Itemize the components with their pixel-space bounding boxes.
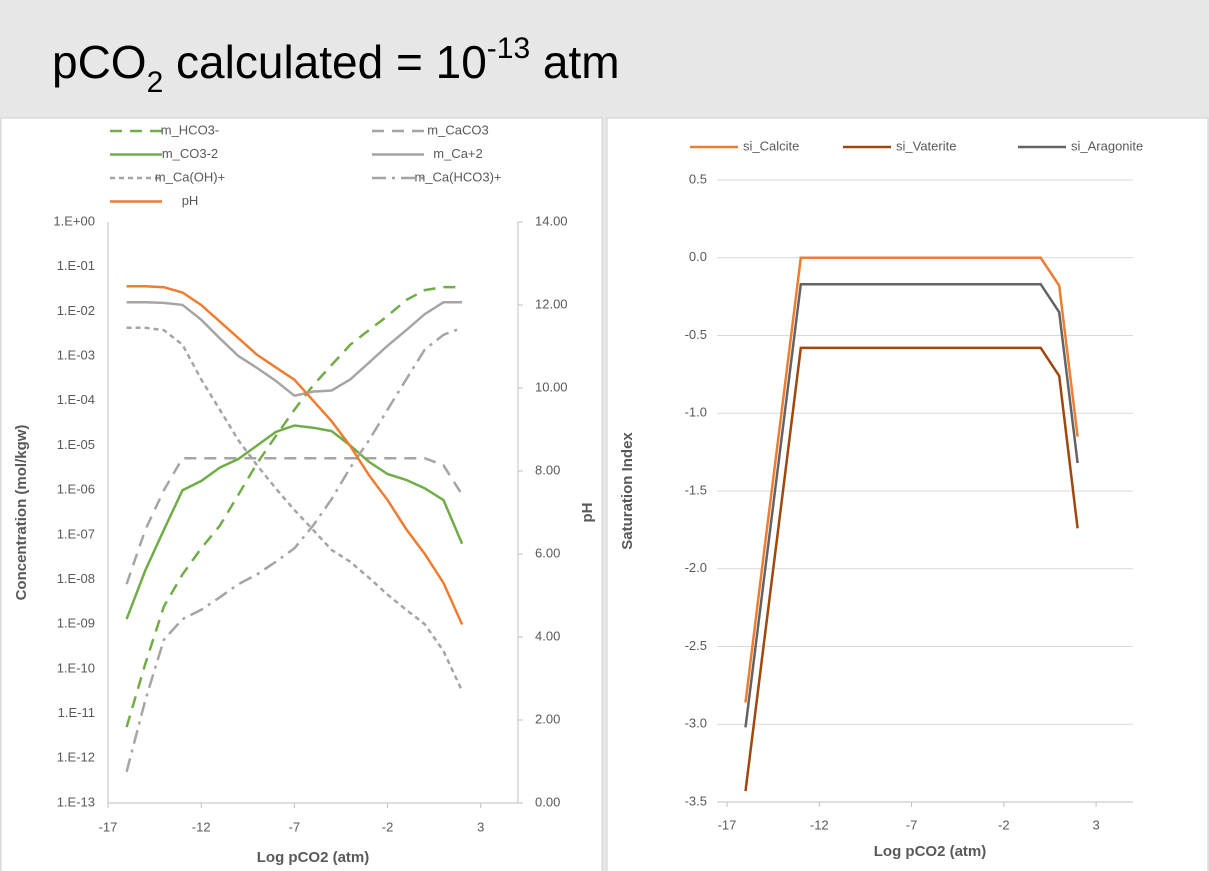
y-tick-label: 1.E-03 <box>57 348 95 363</box>
y-tick-label: 1.E-10 <box>57 660 95 675</box>
legend-label: pH <box>182 193 199 208</box>
title-part: calculated = 10 <box>163 36 487 88</box>
legend-label: m_Ca+2 <box>433 146 483 161</box>
series-line <box>744 282 1079 728</box>
legend-label: si_Calcite <box>743 138 799 153</box>
y2-tick-label: 0.00 <box>535 794 560 809</box>
x-axis-title: Log pCO2 (atm) <box>257 849 370 866</box>
left-panel <box>0 117 603 871</box>
y-tick-label: 1.E-13 <box>57 794 95 809</box>
y-tick-label: 1.E-07 <box>57 526 95 541</box>
y-tick-label: 1.E-09 <box>57 616 95 631</box>
y-axis-title: Saturation Index <box>619 432 636 550</box>
x-tick-label: -2 <box>998 817 1010 832</box>
legend-label: m_HCO3- <box>161 122 220 137</box>
legend-label: si_Aragonite <box>1071 138 1143 153</box>
y-tick-label: 1.E-11 <box>58 705 95 720</box>
x-tick-label: -7 <box>289 819 301 834</box>
x-tick-label: -17 <box>99 819 118 834</box>
x-tick-label: -12 <box>192 819 211 834</box>
x-tick-label: -7 <box>906 817 918 832</box>
legend-label: m_CaCO3 <box>427 122 488 137</box>
series-line <box>126 285 464 626</box>
y-tick-label: 1.E-04 <box>57 392 95 407</box>
legend-label: m_Ca(OH)+ <box>155 169 225 184</box>
y-tick-label: 0.5 <box>689 171 707 186</box>
series-line <box>126 301 463 398</box>
series-line <box>125 285 463 728</box>
title-subscript: 2 <box>147 66 164 99</box>
y2-tick-label: 10.00 <box>535 379 568 394</box>
series-line <box>126 326 464 692</box>
y-tick-label: -3.0 <box>685 716 707 731</box>
y2-axis-title: pH <box>579 503 596 523</box>
y-tick-label: -2.0 <box>685 560 707 575</box>
y2-tick-label: 14.00 <box>535 213 568 228</box>
y-tick-label: -3.5 <box>685 793 707 808</box>
slide-title: pCO2 calculated = 10-13 atm <box>52 32 620 99</box>
series-line <box>125 424 464 620</box>
y-tick-label: 1.E-06 <box>57 482 95 497</box>
x-tick-label: -12 <box>810 817 829 832</box>
y2-tick-label: 8.00 <box>535 462 560 477</box>
y-tick-label: -1.0 <box>685 405 707 420</box>
y-tick-label: 1.E-08 <box>57 571 95 586</box>
y-tick-label: 1.E-02 <box>57 303 95 318</box>
y-tick-label: -0.5 <box>685 327 707 342</box>
series-line <box>744 346 1079 792</box>
title-part: atm <box>530 36 619 88</box>
x-tick-label: 3 <box>1092 817 1099 832</box>
y-axis-title: Concentration (mol/kgw) <box>13 425 30 601</box>
x-axis-title: Log pCO2 (atm) <box>874 843 987 860</box>
y-tick-label: -1.5 <box>685 482 707 497</box>
y-tick-label: 1.E-01 <box>57 258 95 273</box>
series-line <box>125 326 463 773</box>
x-tick-label: 3 <box>477 819 484 834</box>
y2-tick-label: 12.00 <box>535 296 568 311</box>
legend-label: m_CO3-2 <box>162 146 218 161</box>
x-tick-label: -17 <box>718 817 737 832</box>
legend-label: si_Vaterite <box>896 138 956 153</box>
series-line <box>744 256 1079 703</box>
right-panel <box>606 117 1209 871</box>
x-tick-label: -2 <box>382 819 394 834</box>
header-band <box>0 0 1209 106</box>
y-tick-label: 1.E-12 <box>57 750 95 765</box>
legend-label: m_Ca(HCO3)+ <box>414 169 501 184</box>
y2-tick-label: 2.00 <box>535 711 560 726</box>
y-tick-label: 1.E-05 <box>57 437 95 452</box>
y-tick-label: -2.5 <box>685 638 707 653</box>
y-tick-label: 0.0 <box>689 249 707 264</box>
y-tick-label: 1.E+00 <box>53 213 95 228</box>
series-line <box>125 456 464 585</box>
title-part: pCO <box>52 36 147 88</box>
y2-tick-label: 6.00 <box>535 545 560 560</box>
y2-tick-label: 4.00 <box>535 628 560 643</box>
title-superscript: -13 <box>487 32 530 65</box>
